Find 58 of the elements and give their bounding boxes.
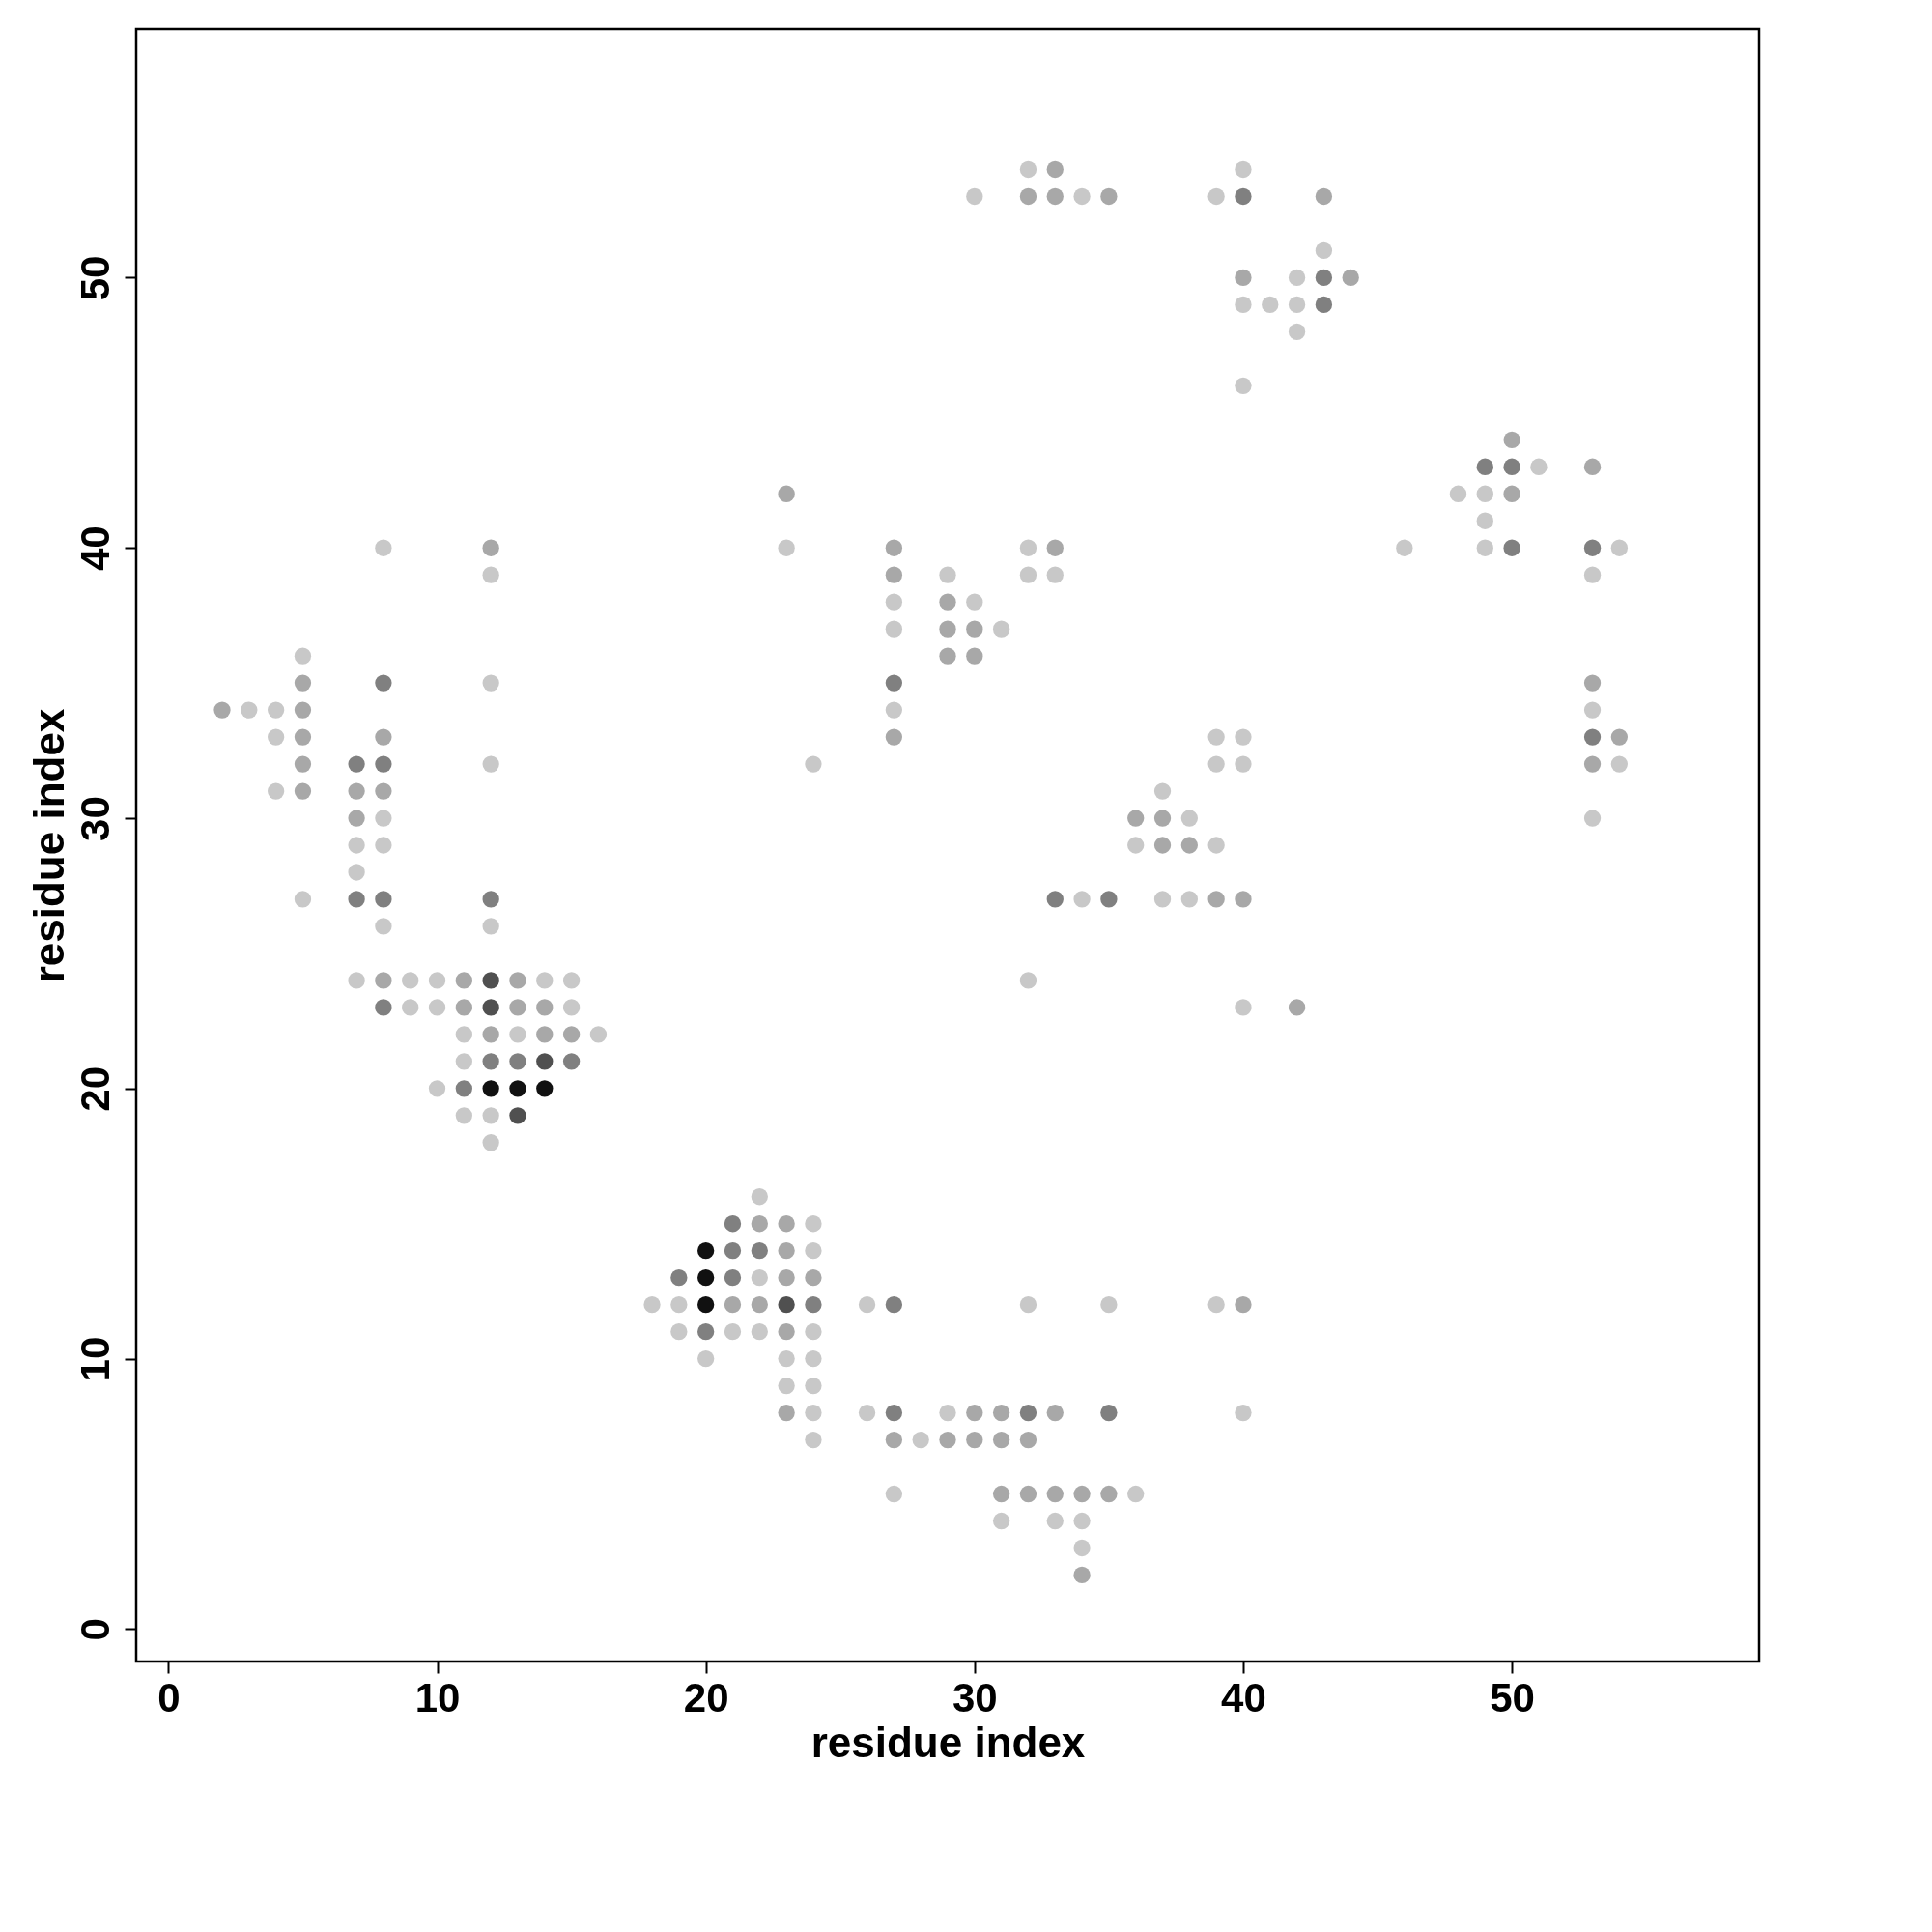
point xyxy=(697,1269,715,1287)
point xyxy=(1583,728,1602,746)
point xyxy=(778,1296,795,1314)
y-tick-label: 50 xyxy=(71,255,118,301)
point xyxy=(509,1107,526,1124)
point xyxy=(697,1323,715,1341)
x-tick-label: 30 xyxy=(952,1674,998,1720)
point xyxy=(482,1053,499,1070)
point xyxy=(805,1296,822,1314)
point xyxy=(697,1296,715,1314)
point xyxy=(885,1296,903,1314)
point xyxy=(1476,458,1493,475)
y-tick-label: 20 xyxy=(71,1065,118,1112)
x-tick-label: 10 xyxy=(414,1674,461,1720)
point xyxy=(348,755,365,773)
point xyxy=(348,891,365,908)
point xyxy=(724,1215,742,1233)
point xyxy=(1583,539,1602,556)
point xyxy=(670,1269,688,1287)
point xyxy=(562,1053,581,1070)
point xyxy=(1503,458,1520,475)
point xyxy=(509,1053,526,1070)
y-tick-label: 30 xyxy=(71,796,118,841)
point xyxy=(536,1080,554,1097)
point xyxy=(375,999,392,1016)
point xyxy=(1235,187,1252,206)
point xyxy=(455,1080,472,1097)
point xyxy=(885,1404,903,1422)
y-tick-label: 40 xyxy=(71,526,118,572)
point xyxy=(751,1242,768,1260)
point xyxy=(885,674,903,692)
point xyxy=(1315,296,1333,314)
y-tick-label: 10 xyxy=(71,1336,118,1382)
point xyxy=(482,1080,499,1097)
point xyxy=(509,1080,526,1097)
point xyxy=(1100,1404,1118,1422)
point xyxy=(697,1242,715,1260)
x-tick-label: 20 xyxy=(683,1674,729,1720)
y-tick-label: 0 xyxy=(71,1618,118,1641)
point xyxy=(375,674,392,692)
point xyxy=(724,1269,742,1287)
point xyxy=(724,1242,742,1260)
point xyxy=(1019,1404,1037,1422)
point xyxy=(1503,539,1520,556)
point xyxy=(1046,891,1064,908)
point xyxy=(536,1053,554,1070)
x-tick-label: 0 xyxy=(157,1674,181,1720)
point xyxy=(482,972,499,989)
x-tick-label: 50 xyxy=(1490,1674,1535,1720)
x-axis-title: residue index xyxy=(810,1718,1086,1766)
point xyxy=(1315,269,1333,287)
y-axis-title: residue index xyxy=(24,708,72,983)
point xyxy=(1100,891,1118,908)
x-tick-label: 40 xyxy=(1221,1674,1266,1720)
point xyxy=(482,891,499,908)
point xyxy=(375,755,392,773)
point xyxy=(375,891,392,908)
point xyxy=(482,999,499,1016)
